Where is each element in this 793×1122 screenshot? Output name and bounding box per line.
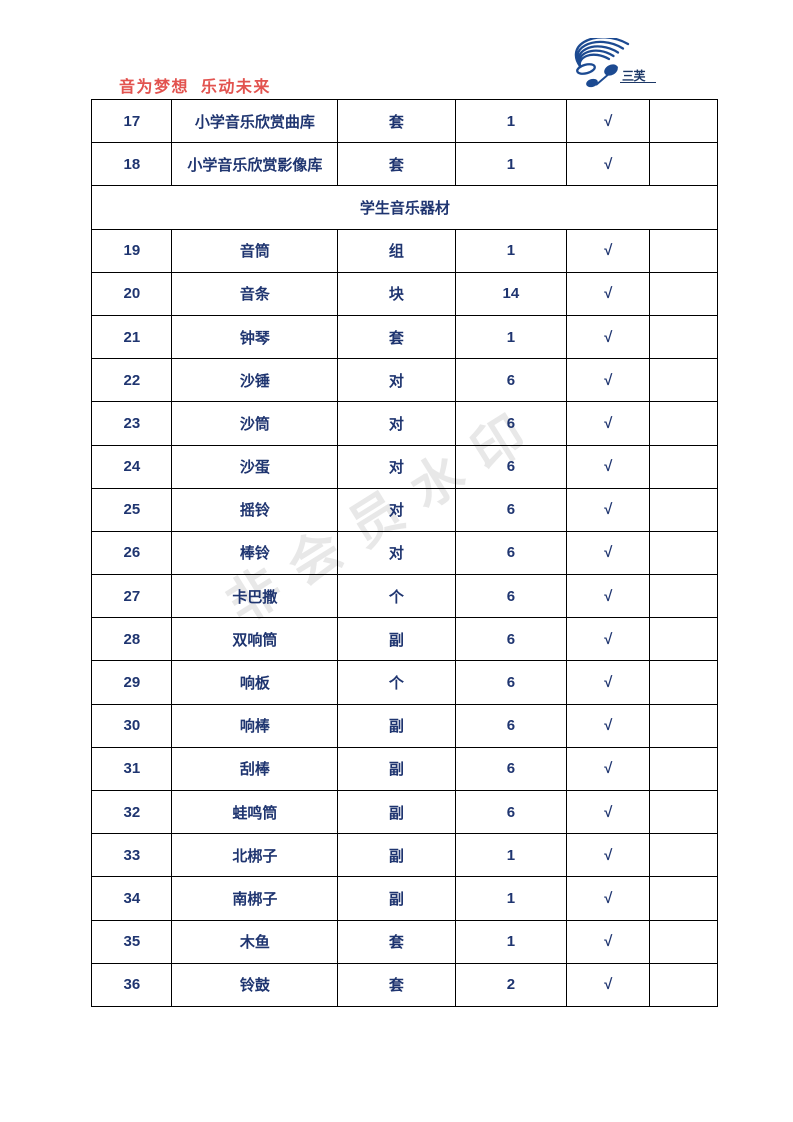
svg-text:三芙: 三芙 <box>622 68 647 83</box>
